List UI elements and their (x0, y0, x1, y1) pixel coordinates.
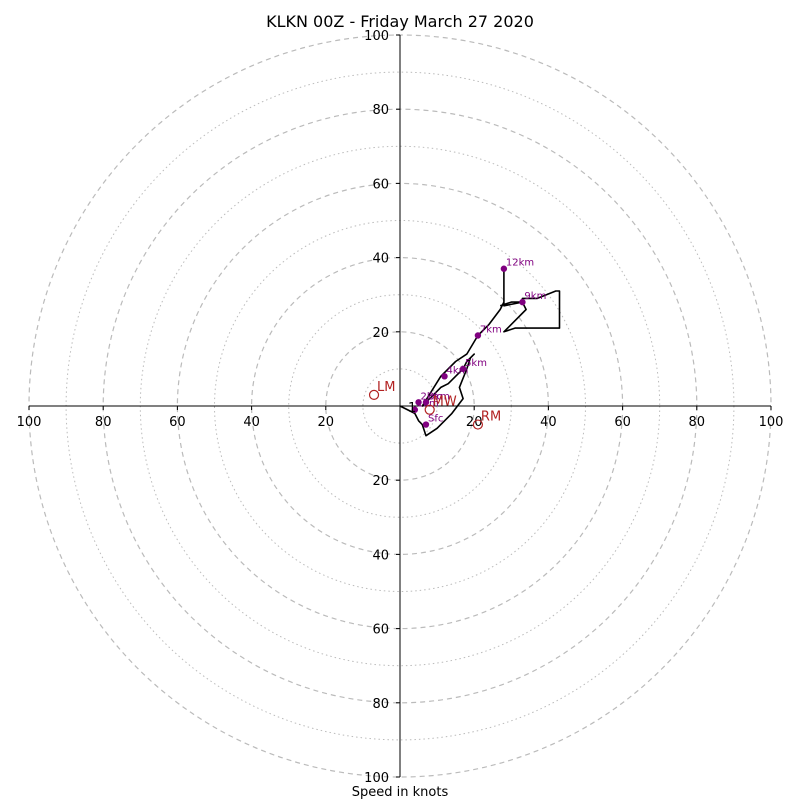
storm-motion-markers: LM RM MW (368, 380, 501, 430)
x-tick-label: 100 (759, 415, 784, 430)
height-marker-Sfc (422, 421, 430, 428)
origin-label: 1 (408, 401, 416, 416)
x-tick-label: 60 (169, 415, 186, 430)
height-marker-2km (415, 399, 422, 406)
storm-motion-label-MW: MW (433, 395, 457, 410)
y-tick-label: 60 (372, 177, 389, 192)
storm-motion-label-RM: RM (481, 410, 501, 425)
height-marker-12km (500, 265, 508, 272)
y-tick-label: 100 (364, 771, 389, 786)
height-label-4km: 4km (447, 365, 469, 376)
y-tick-label: 100 (364, 29, 389, 44)
x-tick-label: 40 (540, 415, 557, 430)
height-marker-4km (441, 373, 448, 380)
hodograph-trace-group (399, 267, 561, 437)
height-marker-1km (411, 406, 419, 413)
y-tick-label: 80 (372, 103, 389, 118)
chart-title: KLKN 00Z - Friday March 27 2020 (266, 12, 534, 31)
height-label-9km: 9km (524, 291, 546, 302)
height-label-7km: 7km (480, 325, 502, 336)
y-tick-label: 20 (372, 326, 389, 341)
height-label-2km: 2km (421, 391, 443, 402)
x-tick-label: 20 (318, 415, 335, 430)
height-label-3km: 3km (428, 391, 450, 402)
storm-motion-LM (368, 389, 380, 400)
height-marker-5km (459, 365, 467, 373)
height-label-5km: 5km (465, 358, 487, 369)
storm-motion-label-LM: LM (377, 380, 395, 395)
y-tick-label: 40 (372, 252, 389, 267)
x-tick-label: 80 (95, 415, 112, 430)
x-tick-label: 100 (17, 415, 42, 430)
y-tick-label: 40 (372, 548, 389, 563)
x-tick-label: 40 (243, 415, 260, 430)
storm-motion-RM (472, 419, 484, 430)
height-marker-9km (519, 298, 526, 306)
y-tick-label: 80 (372, 697, 389, 712)
x-tick-label: 80 (689, 415, 706, 430)
height-label-Sfc: Sfc (428, 414, 443, 425)
height-label-12km: 12km (506, 258, 534, 269)
x-tick-label: 60 (614, 415, 631, 430)
y-tick-label: 60 (372, 623, 389, 638)
y-tick-label: 20 (372, 474, 389, 489)
height-marker-3km (422, 399, 430, 406)
storm-motion-MW (424, 404, 435, 415)
x-axis-label: Speed in knots (352, 785, 449, 800)
height-marker-7km (474, 332, 482, 339)
tick-labels: 1001008080606040402020202040406060808010… (17, 29, 784, 786)
hodograph-trace (399, 267, 561, 437)
height-markers: Sfc1km2km3km4km5km7km9km12km1 (408, 258, 546, 428)
